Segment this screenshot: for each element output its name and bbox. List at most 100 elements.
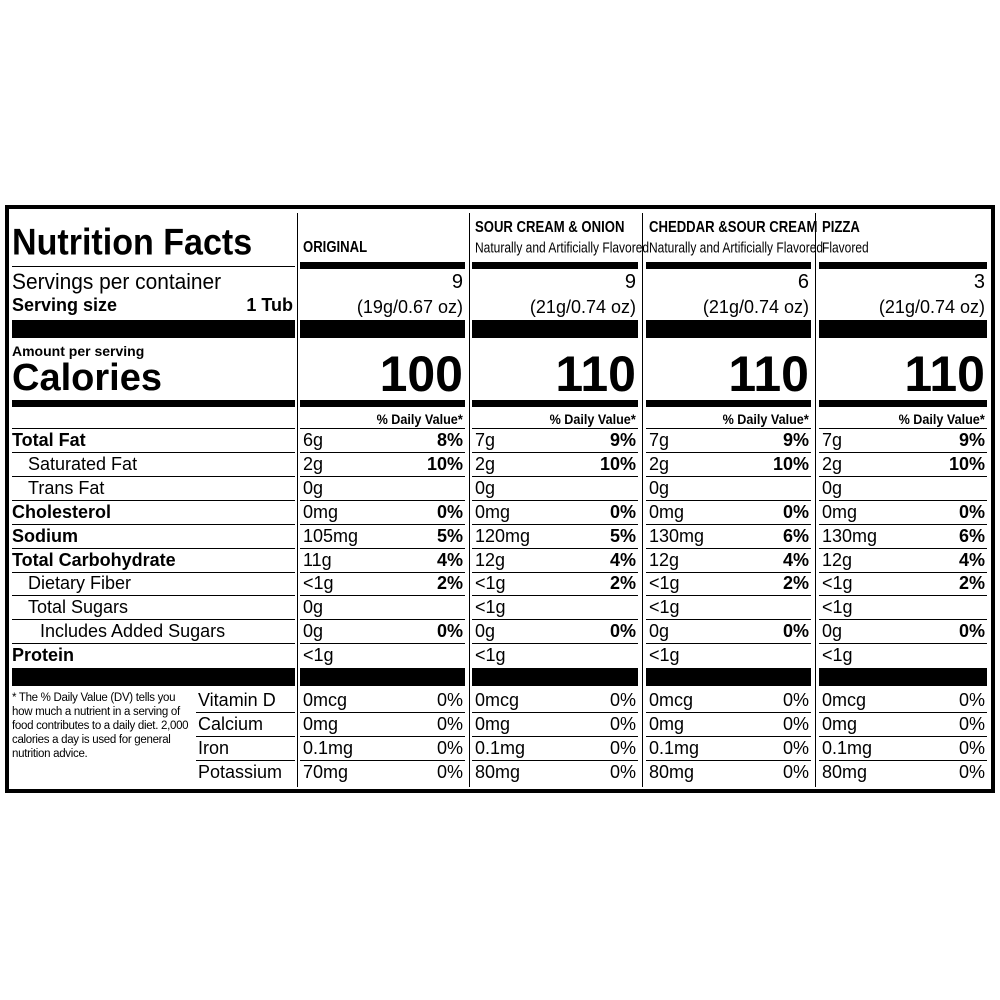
nutrient-amount: <1g <box>475 645 506 666</box>
rule <box>12 571 295 573</box>
nutrient-dv: 6% <box>958 525 985 546</box>
calories-label: Calories <box>12 357 162 399</box>
thick-bar <box>819 320 987 338</box>
rule <box>300 595 465 597</box>
nutrient-amount: 0g <box>822 477 843 498</box>
rule <box>819 523 987 525</box>
rule <box>472 499 638 501</box>
nutrient-amount: 0g <box>303 621 324 642</box>
rule <box>12 643 295 645</box>
nutrient-amount: 6g <box>303 430 324 450</box>
nutrient-dv: 10% <box>599 453 636 474</box>
nutrient-dv: 6% <box>782 525 809 546</box>
rule <box>472 523 638 525</box>
nutrient-amount: <1g <box>649 573 680 594</box>
column-divider <box>469 213 470 787</box>
nutrient-amount: <1g <box>303 645 334 666</box>
nutrient-amount: 0g <box>649 621 670 642</box>
nutrient-label: Dietary Fiber <box>28 573 132 594</box>
nutrient-dv: 9% <box>958 430 985 450</box>
vitamin-amount: 0mcg <box>649 690 694 710</box>
rule <box>472 712 638 713</box>
nutrient-label: Sodium <box>12 525 78 546</box>
nutrient-amount: 0mg <box>822 501 858 522</box>
thick-bar <box>300 320 465 338</box>
rule <box>472 619 638 621</box>
vitamin-dv: 0% <box>782 762 809 782</box>
vitamin-amount: 0mg <box>475 714 511 734</box>
nutrient-amount: 0g <box>649 477 670 498</box>
servings: 3 <box>973 271 985 293</box>
nutrient-amount: 130mg <box>649 525 705 546</box>
nutrient-amount: 0g <box>475 621 496 642</box>
rule <box>819 595 987 597</box>
nutrient-dv: 10% <box>426 453 463 474</box>
vitamin-amount: 0.1mg <box>822 738 873 758</box>
column-name: SOUR CREAM & ONION <box>475 219 625 236</box>
rule <box>819 547 987 549</box>
vitamin-dv: 0% <box>958 762 985 782</box>
serving-weight: (21g/0.74 oz) <box>878 297 985 317</box>
nutrient-dv: 2% <box>609 573 636 594</box>
nutrient-amount: <1g <box>303 573 334 594</box>
nutrient-amount: <1g <box>475 597 506 618</box>
nutrient-dv: 2% <box>958 573 985 594</box>
rule <box>300 428 465 429</box>
rule <box>646 571 811 573</box>
servings: 6 <box>797 271 809 293</box>
nutrient-amount: 11g <box>303 549 332 570</box>
nutrient-amount: 0g <box>475 477 496 498</box>
nutrient-dv: 0% <box>609 621 636 642</box>
medium-bar <box>819 400 987 407</box>
medium-bar <box>12 400 295 407</box>
nutrient-dv: 0% <box>436 501 463 522</box>
vitamin-amount: 0mcg <box>822 690 867 710</box>
vitamin-amount: 0mcg <box>303 690 348 710</box>
nutrient-amount: 7g <box>822 430 843 450</box>
column-subtitle: Naturally and Artificially Flavored <box>649 239 824 257</box>
nutrient-dv: 0% <box>782 501 809 522</box>
label-frame <box>5 205 995 793</box>
rule <box>472 571 638 573</box>
column-divider <box>815 213 816 787</box>
nutrient-amount: <1g <box>649 645 680 666</box>
title: Nutrition Facts <box>12 221 253 263</box>
nutrient-label: Protein <box>12 645 75 666</box>
rule <box>819 452 987 453</box>
nutrient-dv: 10% <box>948 453 985 474</box>
rule <box>646 523 811 525</box>
nutrient-amount: 12g <box>475 549 506 570</box>
rule <box>472 595 638 597</box>
rule <box>12 547 295 549</box>
vitamin-dv: 0% <box>782 738 809 758</box>
vitamin-amount: 0mg <box>649 714 685 734</box>
nutrient-dv: 2% <box>782 573 809 594</box>
rule <box>300 452 465 453</box>
nutrient-amount: 0g <box>303 597 324 618</box>
nutrient-dv: 4% <box>609 549 636 570</box>
vitamin-amount: 70mg <box>303 762 349 782</box>
vitamin-amount: 80mg <box>475 762 521 782</box>
vitamin-amount: 0.1mg <box>649 738 700 758</box>
nutrient-dv: 5% <box>436 525 463 546</box>
nutrient-label: Saturated Fat <box>28 453 138 474</box>
footnote: * The % Daily Value (DV) tells you how m… <box>12 692 189 760</box>
nutrient-label: Total Sugars <box>28 597 129 618</box>
thick-bar <box>472 320 638 338</box>
rule <box>819 571 987 573</box>
rule <box>472 428 638 429</box>
rule <box>300 475 465 477</box>
servings-label: Servings per container <box>12 269 222 294</box>
vitamin-amount: 0mcg <box>475 690 520 710</box>
rule <box>646 499 811 501</box>
rule <box>646 643 811 645</box>
column-subtitle: Naturally and Artificially Flavored <box>475 239 650 257</box>
calories: 100 <box>379 346 463 402</box>
nutrient-amount: 12g <box>649 549 680 570</box>
nutrient-dv: 0% <box>782 621 809 642</box>
vitamin-dv: 0% <box>609 690 636 710</box>
rule <box>196 760 295 761</box>
medium-bar <box>300 400 465 407</box>
nutrient-amount: 0mg <box>303 501 339 522</box>
nutrient-dv: 10% <box>772 453 809 474</box>
